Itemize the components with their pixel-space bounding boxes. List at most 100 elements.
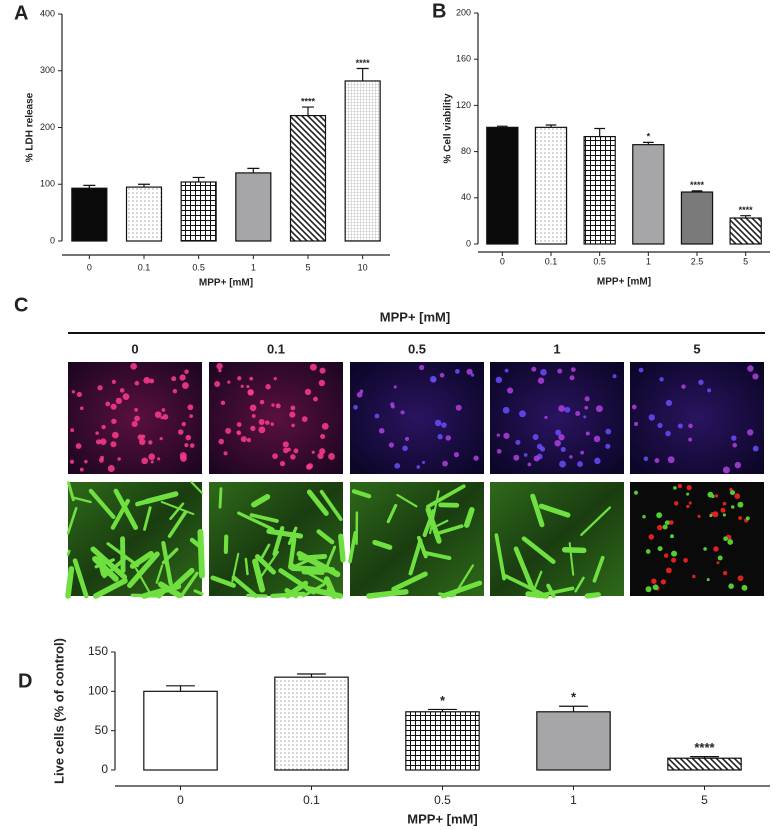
cell	[94, 558, 115, 569]
cell	[633, 490, 639, 495]
cell	[688, 501, 692, 505]
bar	[344, 80, 381, 242]
cell	[434, 524, 464, 536]
cell	[612, 374, 617, 379]
cell	[473, 455, 479, 461]
cell	[351, 489, 372, 499]
cell	[210, 575, 236, 588]
cell	[592, 555, 605, 583]
cell	[496, 433, 500, 437]
cell	[738, 516, 743, 520]
live-dead-image	[490, 482, 624, 596]
cell	[65, 566, 75, 599]
cell	[161, 408, 166, 412]
cell	[494, 533, 506, 581]
cell	[657, 546, 663, 552]
cell	[530, 570, 543, 598]
cell	[130, 362, 137, 370]
error-bar	[428, 708, 457, 712]
cell	[595, 405, 603, 413]
cell	[530, 493, 545, 528]
bar	[486, 126, 519, 245]
cell	[737, 575, 744, 582]
cell	[697, 514, 701, 518]
cell	[648, 534, 655, 540]
cell	[665, 430, 671, 437]
cell	[654, 458, 660, 463]
error-bar	[83, 184, 96, 189]
cell	[502, 406, 510, 414]
y-tick-label: 120	[456, 100, 471, 110]
cell	[445, 435, 452, 441]
cell	[643, 456, 649, 462]
significance: *	[647, 132, 651, 142]
cell	[69, 459, 75, 464]
cell	[438, 592, 454, 598]
cell	[429, 375, 437, 383]
cell	[710, 494, 715, 499]
cell	[594, 457, 601, 465]
cell	[240, 436, 247, 443]
error-bar	[192, 176, 205, 182]
cell	[422, 550, 452, 560]
significance: ****	[356, 58, 371, 68]
cell	[325, 545, 337, 568]
cell	[141, 434, 146, 439]
cell	[657, 524, 663, 531]
cell	[150, 460, 154, 464]
cell	[236, 430, 242, 436]
cell	[713, 546, 719, 552]
cell	[466, 368, 473, 375]
micrographs	[65, 362, 764, 599]
cell	[686, 492, 690, 496]
cell	[290, 562, 330, 586]
cell	[247, 389, 254, 396]
cell	[167, 511, 187, 538]
cell	[252, 558, 266, 593]
cell	[154, 411, 162, 419]
cell	[179, 374, 186, 381]
bar	[680, 191, 714, 245]
error-bar	[690, 756, 719, 759]
error-bar	[297, 673, 326, 678]
cell	[305, 464, 312, 470]
cell	[558, 434, 565, 441]
cell	[249, 376, 254, 381]
cell	[283, 447, 289, 454]
cell	[688, 437, 693, 442]
cell	[100, 438, 107, 445]
cell	[353, 404, 358, 410]
nuclei-image	[350, 362, 484, 474]
cell	[179, 571, 199, 598]
cell	[513, 546, 535, 591]
cell	[75, 443, 82, 449]
cell	[408, 538, 423, 576]
x-tick-label: 0	[500, 256, 505, 266]
y-tick-label: 100	[40, 179, 55, 189]
cell	[162, 414, 169, 420]
x-tick-label: 5	[743, 256, 748, 266]
cell	[79, 406, 84, 411]
cell	[254, 554, 276, 575]
cell	[143, 376, 151, 384]
cell	[720, 507, 726, 513]
cell	[665, 567, 672, 574]
cell	[181, 382, 189, 390]
cell	[157, 581, 183, 599]
x-tick-label: 0.1	[545, 256, 558, 266]
cell	[605, 428, 612, 435]
cell	[737, 501, 744, 508]
y-tick-label: 100	[88, 684, 108, 698]
cell	[593, 435, 601, 443]
cell	[734, 493, 741, 499]
bar	[71, 187, 108, 242]
cell	[540, 369, 547, 376]
cell	[127, 551, 160, 589]
y-tick-label: 0	[101, 762, 108, 776]
bar	[289, 114, 327, 242]
cell	[662, 524, 668, 530]
cell	[454, 369, 460, 374]
cell	[189, 443, 195, 448]
cell	[391, 571, 428, 592]
error-bar	[691, 190, 703, 193]
